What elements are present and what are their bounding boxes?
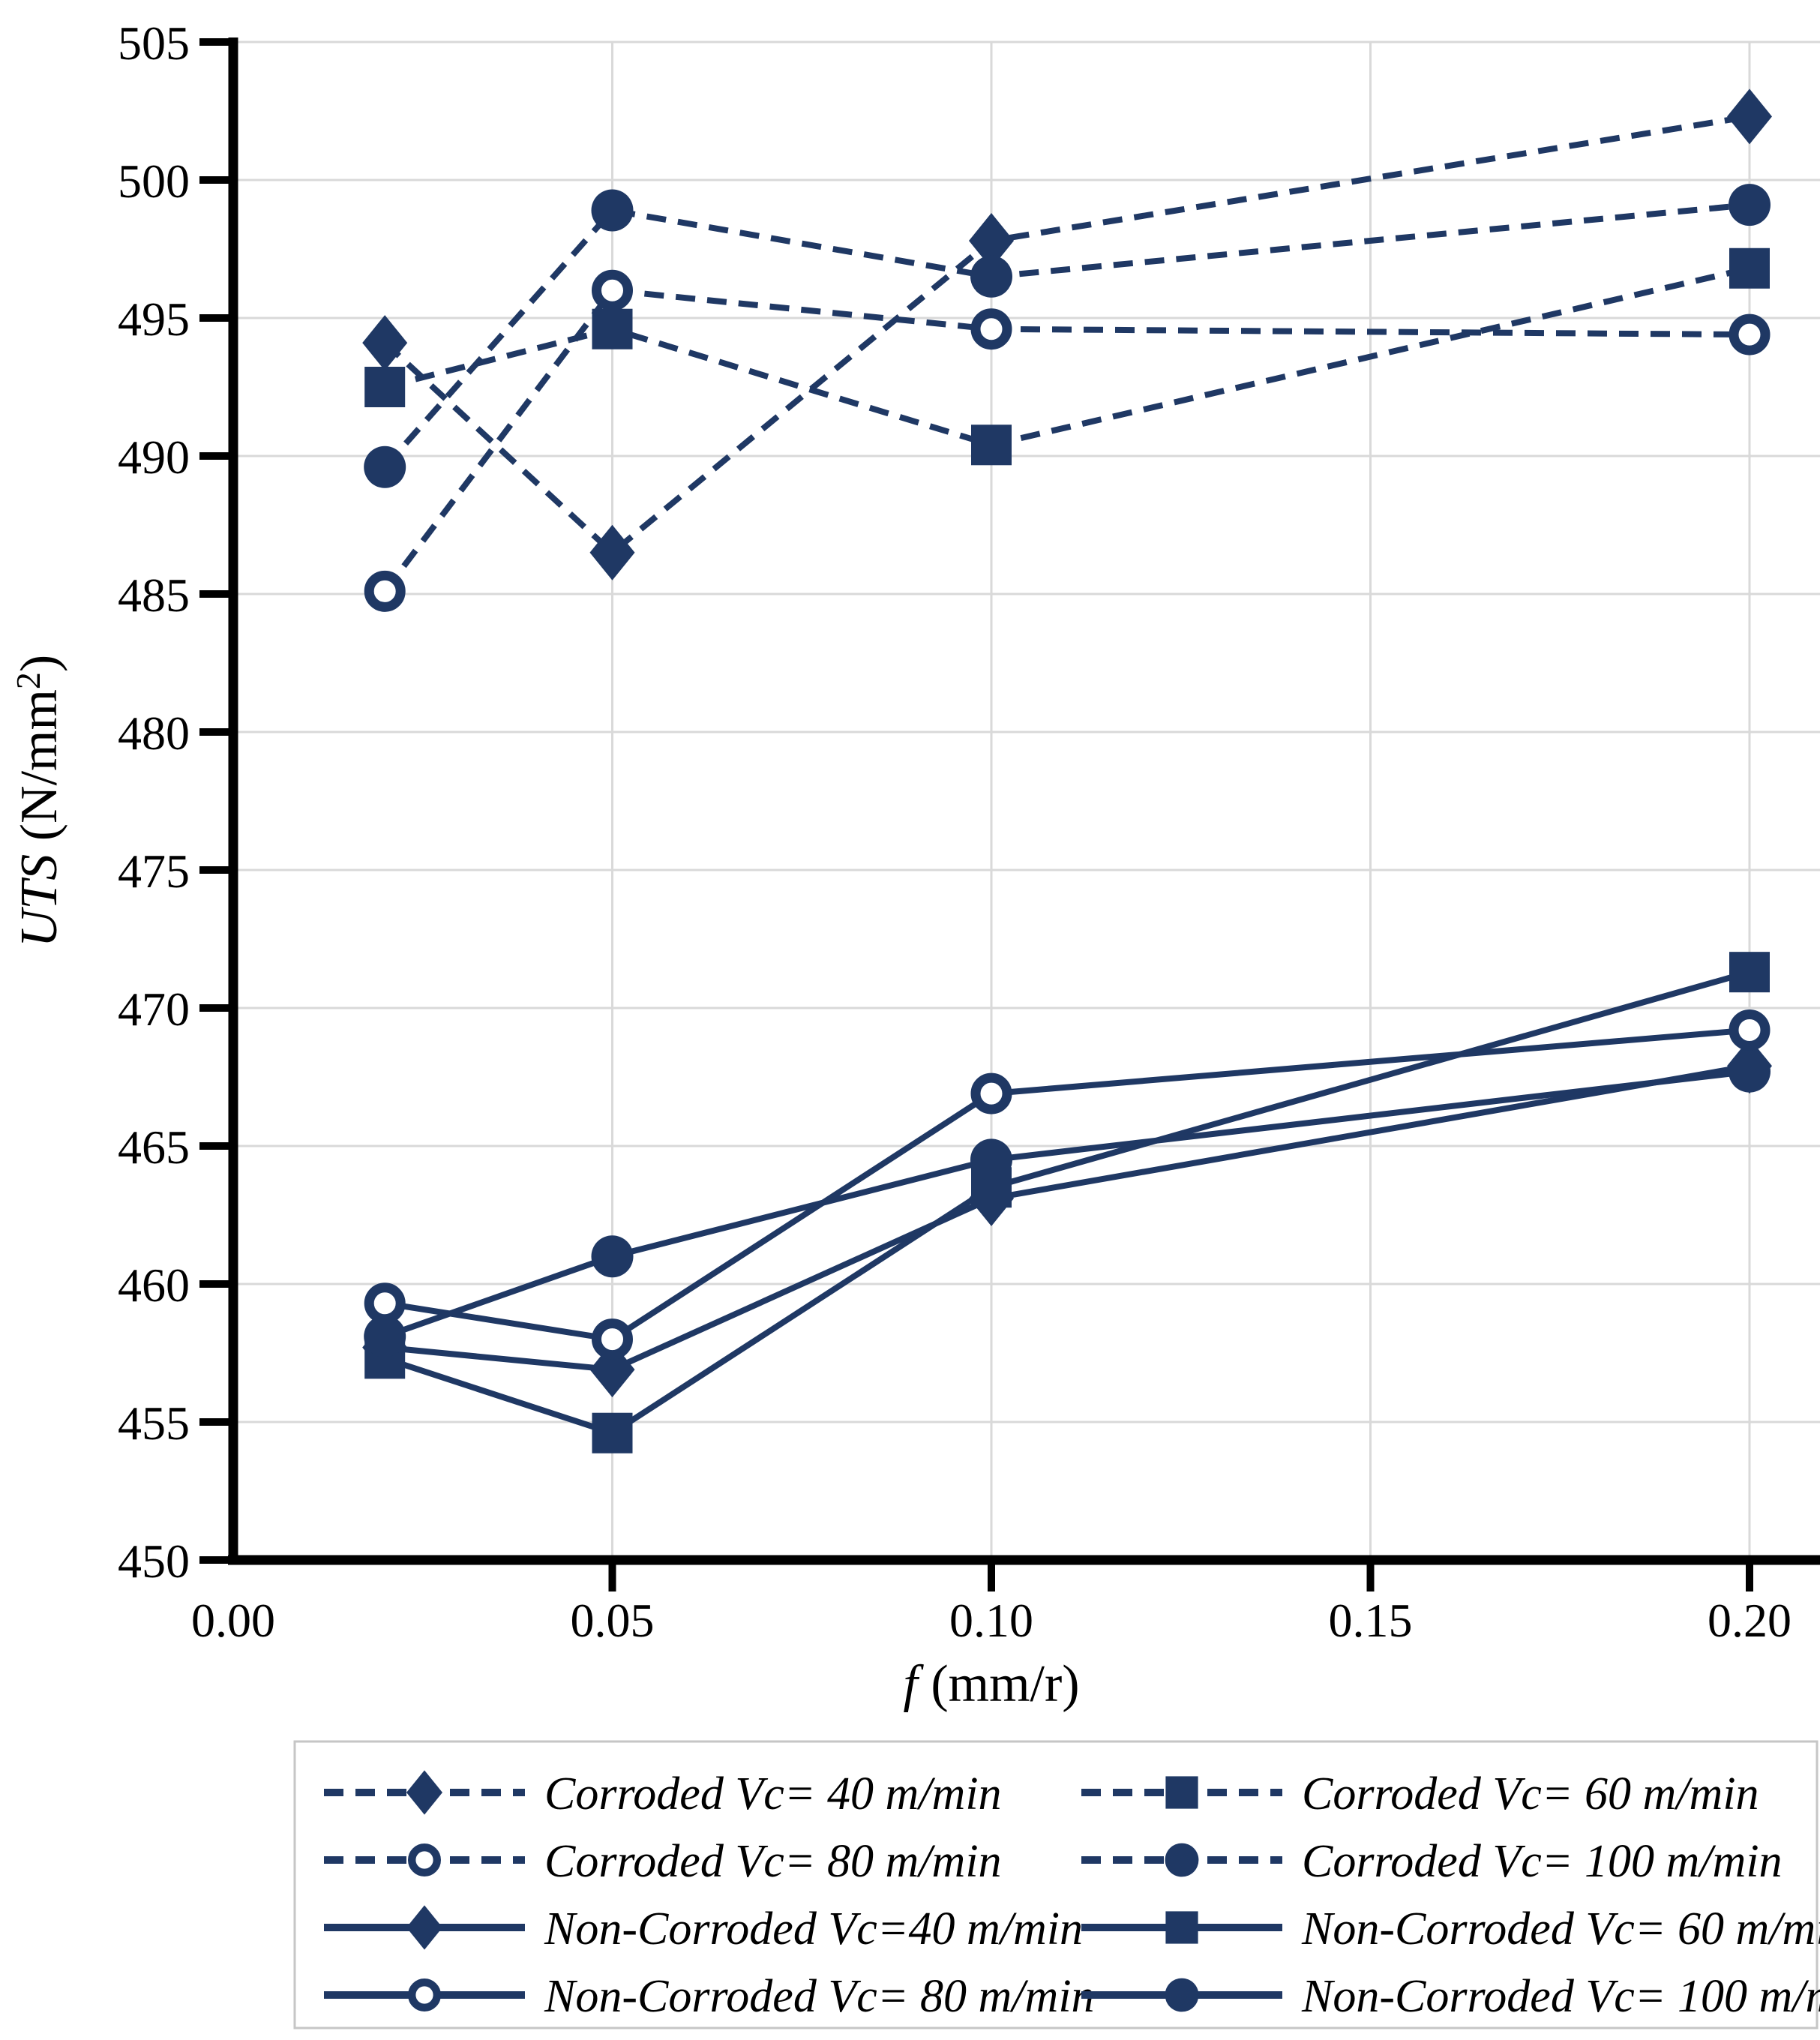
series-7-marker — [970, 1138, 1012, 1181]
legend-swatch-marker — [1165, 1911, 1198, 1944]
legend-label: Corroded Vc= 40 m/min — [544, 1768, 1002, 1820]
series-0-marker — [969, 212, 1014, 268]
series-0 — [362, 88, 1772, 580]
legend-item: Non-Corroded Vc= 80 m/min — [324, 1971, 1095, 2022]
legend-swatch-marker — [406, 1905, 442, 1950]
series-6-marker — [970, 1072, 1012, 1114]
legend-item: Corroded Vc= 100 m/min — [1081, 1836, 1783, 1887]
x-tick-label: 0.10 — [949, 1594, 1033, 1647]
series-1 — [364, 248, 1770, 466]
legend-swatch-marker — [1165, 1776, 1198, 1809]
y-tick-label: 495 — [118, 292, 190, 346]
series-group — [362, 88, 1772, 1454]
legend-swatch-marker — [1165, 1978, 1199, 2012]
series-1-marker — [1729, 248, 1770, 289]
series-6 — [364, 1009, 1771, 1360]
series-1-marker — [592, 308, 633, 350]
series-3-marker — [364, 446, 406, 488]
y-tick-label: 505 — [118, 16, 190, 70]
legend-item: Corroded Vc= 80 m/min — [324, 1836, 1002, 1887]
x-axis-title: f (mm/r) — [903, 1655, 1079, 1713]
legend-box — [293, 1740, 1819, 2030]
series-6-line — [384, 1027, 1750, 1342]
y-tick-label: 475 — [118, 844, 190, 898]
y-axis-title: UTS (N/mm2) — [9, 655, 68, 948]
legend: Corroded Vc= 40 m/min Corroded Vc= 60 m/m… — [293, 1740, 1820, 2030]
y-tick-label: 470 — [118, 982, 190, 1036]
legend-item: Non-Corroded Vc= 100 m/min — [1081, 1971, 1820, 2022]
series-3-marker — [970, 255, 1012, 298]
legend-label: Corroded Vc= 80 m/min — [544, 1836, 1002, 1887]
legend-label: Non-Corroded Vc=40 m/min — [544, 1904, 1083, 1954]
series-3-marker — [1729, 184, 1771, 226]
legend-swatch-marker — [406, 1770, 442, 1815]
legend-swatch-marker — [1165, 1843, 1199, 1877]
series-7-line — [383, 1068, 1750, 1340]
legend-label: Corroded Vc= 100 m/min — [1302, 1836, 1783, 1887]
legend-item: Non-Corroded Vc= 60 m/min — [1081, 1904, 1820, 1954]
x-tick-label: 0.20 — [1708, 1594, 1792, 1647]
tick-labels: 450 455 460 465 470 475 480 485 490 495 500 505 0.00… — [118, 16, 1792, 1647]
series-0-marker — [1727, 88, 1772, 145]
series-7-marker — [364, 1315, 406, 1358]
series-0-line — [382, 113, 1750, 557]
series-2-line — [382, 286, 1750, 593]
series-6-marker — [364, 1282, 406, 1324]
y-tick-label: 460 — [118, 1258, 190, 1312]
series-5-line — [383, 969, 1751, 1437]
series-2-marker — [1729, 314, 1771, 356]
series-7 — [364, 1050, 1771, 1358]
series-7-marker — [591, 1235, 634, 1278]
y-tick-label: 485 — [118, 568, 190, 622]
series-6-marker — [1729, 1009, 1771, 1051]
y-tick-label: 490 — [118, 430, 190, 484]
y-tick-label: 500 — [118, 154, 190, 208]
series-1-marker — [364, 367, 406, 407]
x-tick-label: 0.15 — [1329, 1594, 1413, 1647]
series-0-marker — [589, 524, 635, 580]
series-5-marker — [592, 1412, 633, 1454]
legend-label: Non-Corroded Vc= 60 m/min — [1301, 1904, 1820, 1954]
series-6-marker — [592, 1318, 633, 1360]
legend-label: Non-Corroded Vc= 80 m/min — [544, 1971, 1095, 2022]
legend-label: Corroded Vc= 60 m/min — [1302, 1768, 1759, 1820]
y-tick-label: 450 — [118, 1534, 190, 1588]
axes — [199, 38, 1820, 1592]
y-tick-label: 480 — [118, 706, 190, 760]
series-2-marker — [364, 570, 406, 612]
x-tick-label: 0.05 — [571, 1594, 655, 1647]
x-tick-label: 0.00 — [191, 1594, 275, 1647]
series-1-marker — [971, 424, 1012, 466]
legend-item: Corroded Vc= 60 m/min — [1081, 1768, 1759, 1820]
gridlines — [233, 40, 1820, 1560]
y-tick-label: 465 — [118, 1120, 190, 1174]
series-1-line — [384, 265, 1750, 448]
series-2-marker — [592, 269, 633, 311]
series-0-marker — [362, 315, 408, 371]
series-5-marker — [1729, 952, 1770, 993]
series-3-marker — [591, 189, 634, 232]
legend-swatch-marker — [408, 1978, 442, 2012]
legend-item: Non-Corroded Vc=40 m/min — [324, 1904, 1083, 1954]
series-2 — [364, 269, 1771, 612]
y-tick-label: 455 — [118, 1396, 190, 1450]
legend-label: Non-Corroded Vc= 100 m/min — [1301, 1971, 1820, 2022]
legend-swatch-marker — [408, 1843, 442, 1876]
series-4-line — [384, 1063, 1750, 1373]
legend-item: Corroded Vc= 40 m/min — [324, 1768, 1002, 1820]
series-2-marker — [970, 308, 1012, 350]
series-3-line — [382, 202, 1750, 470]
series-3 — [364, 184, 1771, 488]
series-7-marker — [1729, 1050, 1771, 1093]
